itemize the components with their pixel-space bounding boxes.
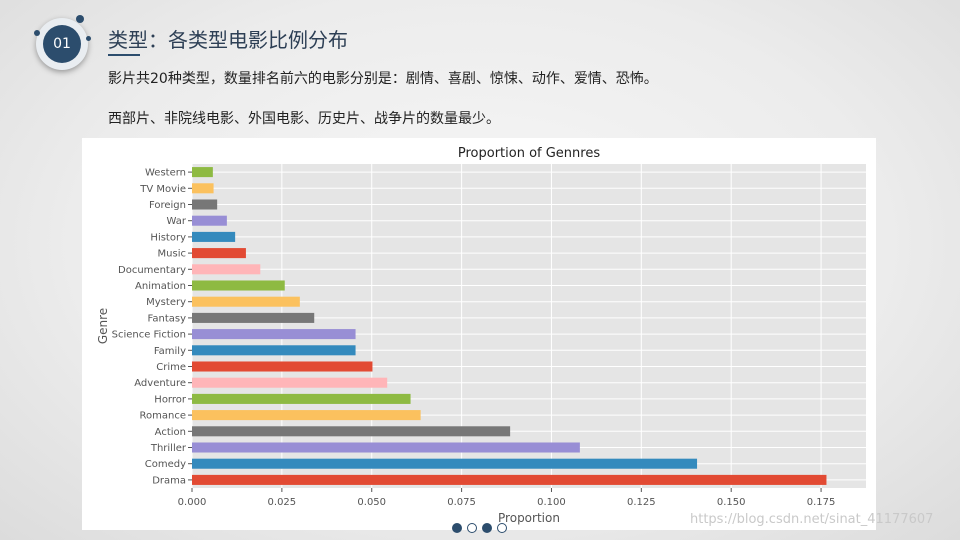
title-underline bbox=[108, 54, 140, 56]
y-tick-label: Crime bbox=[156, 362, 186, 373]
y-tick-label: History bbox=[150, 232, 186, 243]
y-tick-label: War bbox=[167, 216, 187, 227]
bar-documentary bbox=[192, 264, 261, 275]
genre-proportion-chart: 0.000 0.025 0.050 0.075 0.100 0.125 0.150 0.175… bbox=[82, 138, 876, 530]
x-tick-label: 0.075 bbox=[447, 497, 476, 508]
slide-title: 类型：各类型电影比例分布 bbox=[108, 28, 348, 52]
x-tick-label: 0.100 bbox=[537, 497, 566, 508]
x-tick-label: 0.125 bbox=[627, 497, 656, 508]
y-tick-label: Documentary bbox=[118, 265, 186, 276]
bar-romance bbox=[192, 410, 421, 421]
y-tick-label: Animation bbox=[135, 281, 186, 292]
y-tick-label: TV Movie bbox=[139, 184, 186, 195]
section-badge: 01 bbox=[34, 15, 92, 74]
bar-foreign bbox=[192, 199, 218, 210]
x-tick-label: 0.000 bbox=[178, 497, 207, 508]
bar-tv-movie bbox=[192, 183, 214, 194]
x-axis-label: Proportion bbox=[498, 511, 560, 525]
bar-music bbox=[192, 248, 246, 259]
section-number: 01 bbox=[43, 25, 81, 63]
x-tick-label: 0.050 bbox=[357, 497, 386, 508]
y-tick-label: Horror bbox=[154, 394, 187, 405]
y-tick-label: Comedy bbox=[145, 459, 186, 470]
y-tick-label: Drama bbox=[152, 475, 186, 486]
bar-family bbox=[192, 345, 356, 356]
bar-animation bbox=[192, 280, 285, 291]
plot-area bbox=[192, 164, 866, 488]
bar-crime bbox=[192, 361, 373, 372]
watermark: https://blog.csdn.net/sinat_41177607 bbox=[690, 512, 934, 527]
badge-dot-left bbox=[34, 30, 40, 36]
bar-adventure bbox=[192, 377, 388, 388]
x-tick-label: 0.175 bbox=[807, 497, 836, 508]
badge-dot-right bbox=[86, 36, 91, 41]
y-tick-label: Family bbox=[154, 346, 186, 357]
y-tick-label: Science Fiction bbox=[112, 330, 186, 341]
y-axis-label: Genre bbox=[96, 308, 110, 344]
y-tick-label: Music bbox=[158, 249, 186, 260]
bar-mystery bbox=[192, 296, 300, 307]
y-tick-label: Mystery bbox=[146, 297, 186, 308]
pager-dot[interactable] bbox=[467, 523, 477, 533]
bar-thriller bbox=[192, 442, 580, 453]
bar-history bbox=[192, 231, 236, 242]
y-tick-label: Action bbox=[155, 427, 186, 438]
description-line-1: 影片共20种类型，数量排名前六的电影分别是：剧情、喜剧、惊悚、动作、爱情、恐怖。 bbox=[108, 71, 658, 87]
bar-western bbox=[192, 167, 213, 178]
y-tick-label: Thriller bbox=[150, 443, 187, 454]
y-tick-label: Western bbox=[145, 168, 186, 179]
description-line-2: 西部片、非院线电影、外国电影、历史片、战争片的数量最少。 bbox=[108, 111, 500, 127]
x-tick-label: 0.150 bbox=[717, 497, 746, 508]
x-tick-label: 0.025 bbox=[268, 497, 297, 508]
bar-fantasy bbox=[192, 312, 315, 323]
y-tick-label: Fantasy bbox=[148, 313, 187, 324]
pager-dot[interactable] bbox=[497, 523, 507, 533]
bar-drama bbox=[192, 474, 827, 485]
chart-svg: 0.000 0.025 0.050 0.075 0.100 0.125 0.150 0.175… bbox=[96, 146, 866, 525]
pager-dot[interactable] bbox=[482, 523, 492, 533]
bar-horror bbox=[192, 393, 411, 404]
y-tick-label: Foreign bbox=[149, 200, 186, 211]
badge-dot-top bbox=[76, 15, 84, 23]
bar-comedy bbox=[192, 458, 698, 469]
pager-dot[interactable] bbox=[452, 523, 462, 533]
chart-title: Proportion of Gennres bbox=[458, 146, 600, 161]
y-tick-label: Adventure bbox=[134, 378, 186, 389]
bar-action bbox=[192, 426, 511, 437]
bar-science-fiction bbox=[192, 329, 356, 340]
y-tick-label: Romance bbox=[140, 411, 186, 422]
bar-war bbox=[192, 215, 227, 226]
